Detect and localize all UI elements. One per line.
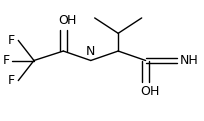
Text: N: N xyxy=(86,45,95,58)
Text: F: F xyxy=(8,74,15,87)
Text: F: F xyxy=(8,34,15,47)
Text: H: H xyxy=(150,85,159,98)
Text: F: F xyxy=(2,54,9,67)
Text: H: H xyxy=(67,14,77,27)
Text: NH: NH xyxy=(180,54,199,67)
Text: O: O xyxy=(141,85,151,98)
Text: O: O xyxy=(58,14,68,27)
